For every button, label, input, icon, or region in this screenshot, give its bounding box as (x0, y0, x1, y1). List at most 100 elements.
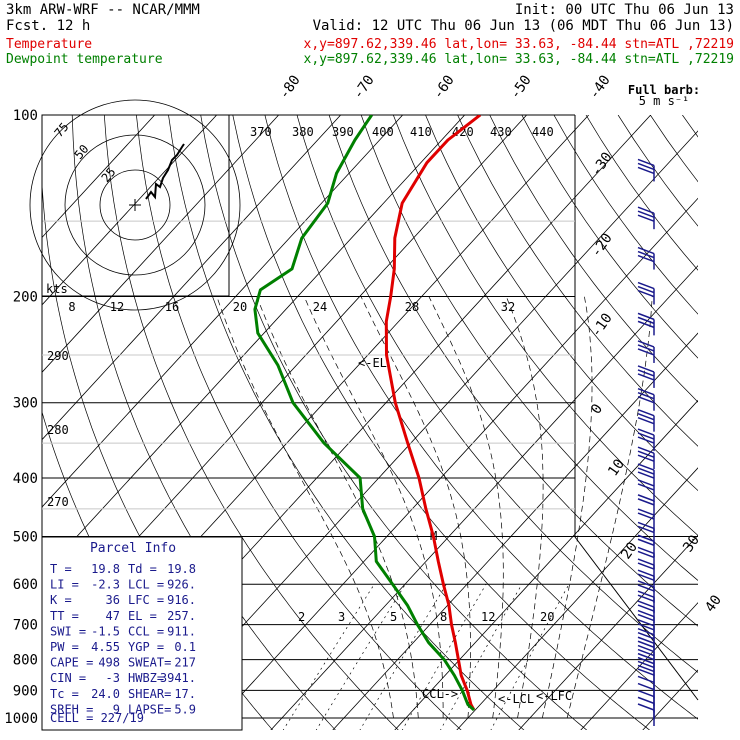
parcel-row-0-col-0: T = (50, 562, 72, 576)
mixing-ratio-label-12: 12 (481, 610, 495, 624)
moist-adiabat-36 (566, 296, 653, 719)
barb-flag (637, 412, 655, 421)
right-boundary-diagonal (574, 536, 699, 701)
barb-flag (637, 166, 655, 175)
pressure-tick-900: 900 (13, 683, 38, 699)
parcel-row-9-col-3: 5.9 (174, 702, 196, 716)
theta-label-290: 290 (47, 349, 69, 363)
dry-adiabat-310 (200, 115, 588, 730)
parcel-row-6-col-0: CAPE = (50, 656, 93, 670)
parcel-row-2-col-0: K = (50, 593, 72, 607)
wind-barbs (637, 158, 655, 726)
temperature-line-info: x,y=897.62,339.46 lat,lon= 33.63, -84.44… (304, 37, 734, 52)
isotherm-40 (580, 602, 698, 730)
pressure-tick-500: 500 (13, 529, 38, 545)
speed-tick-24: 24 (313, 300, 327, 314)
barb-flag (637, 627, 655, 636)
temperature-line (384, 115, 482, 711)
barb-flag (637, 619, 655, 627)
barb-flag (637, 246, 655, 255)
theta-label-280: 280 (47, 423, 69, 437)
parcel-row-3-col-0: TT = (50, 609, 79, 623)
parcel-row-3-col-1: 47 (106, 609, 120, 623)
isotherm-label--80: -80 (276, 72, 304, 102)
parcel-row-3-col-2: EL = (128, 609, 157, 623)
theta-label-270: 270 (47, 495, 69, 509)
pressure-tick-600: 600 (13, 577, 38, 593)
barb-flag (637, 285, 655, 294)
barb-flag (637, 521, 655, 530)
hodo-ring-0 (99, 169, 171, 241)
speed-tick-16: 16 (165, 300, 179, 314)
annotation-3: <-LCL (498, 692, 534, 706)
pressure-tick-800: 800 (13, 653, 38, 669)
speed-tick-32: 32 (501, 300, 515, 314)
theta-label-410: 410 (410, 125, 432, 139)
parcel-row-6-col-2: SWEAT= (128, 656, 171, 670)
barb-flag (637, 483, 655, 491)
dry-adiabat-300 (168, 115, 525, 730)
barb-flag (637, 312, 655, 321)
barb-flag (637, 562, 655, 570)
barb-flag (637, 369, 655, 377)
barb-flag (637, 281, 655, 290)
mixing-ratio-label-5: 5 (390, 610, 397, 624)
dry-adiabat-430 (585, 115, 698, 271)
isotherm-label--20: -20 (588, 230, 616, 260)
barb-flag (637, 580, 655, 588)
isotherm--90 (42, 115, 341, 441)
dewpoint-line-info: x,y=897.62,339.46 lat,lon= 33.63, -84.44… (304, 52, 734, 67)
parcel-row-8-col-2: SHEAR= (128, 687, 171, 701)
dry-adiabat-280 (103, 115, 399, 730)
pressure-tick-400: 400 (13, 471, 38, 487)
barb-flag (637, 432, 655, 440)
isotherm--10 (270, 265, 698, 730)
parcel-row-0-col-3: 19.8 (167, 562, 196, 576)
isotherm-30 (518, 534, 698, 730)
dewpoint-line-name: Dewpoint temperature (6, 52, 163, 67)
barb-flag (637, 428, 655, 436)
theta-label-400: 400 (372, 125, 394, 139)
dry-adiabat-380 (425, 115, 698, 492)
isotherm-label--50: -50 (507, 72, 535, 102)
barb-flag (637, 254, 655, 263)
barb-flag (637, 158, 655, 167)
barb-flag (637, 558, 655, 566)
parcel-row-8-col-0: Tc = (50, 687, 79, 701)
parcel-row-5-col-3: 0.1 (174, 640, 196, 654)
moist-adiabat-32 (541, 296, 593, 719)
parcel-row-7-col-0: CIN = (50, 671, 86, 685)
barb-flag (637, 365, 655, 373)
parcel-row-6-col-1: 498 (98, 656, 120, 670)
barb-flag (637, 508, 655, 516)
barb-flag (637, 594, 655, 602)
parcel-row-4-col-1: -1.5 (91, 624, 120, 638)
barb-flag (637, 703, 655, 711)
barb-flag (637, 660, 655, 669)
barb-flag (637, 250, 655, 259)
mixing-ratio-label-2: 2 (298, 610, 305, 624)
dry-adiabats (42, 115, 698, 730)
parcel-row-2-col-2: LFC = (128, 593, 164, 607)
isotherm-label--30: -30 (588, 149, 616, 179)
barb-flag (637, 463, 655, 471)
isotherm-20 (456, 467, 698, 730)
dry-adiabat-390 (457, 115, 698, 447)
barb-flag (637, 550, 655, 559)
barb-flag (637, 652, 655, 661)
barb-flag (637, 210, 655, 218)
dry-adiabat-400 (489, 115, 698, 403)
theta-label-430: 430 (490, 125, 512, 139)
moist-adiabat-12 (256, 296, 419, 719)
isotherm-label--40: -40 (586, 72, 614, 102)
barb-flag (637, 623, 655, 631)
mixing-ratio-3 (315, 584, 406, 730)
parcel-info-panel: Parcel Info T = 19.8 Td = 19.8 LI = -2.3 LCL =… (41, 536, 243, 731)
isotherm-label-0: 0 (588, 401, 606, 417)
dry-adiabat-420 (553, 115, 698, 315)
dry-adiabat-410 (521, 115, 698, 359)
pressure-tick-200: 200 (13, 290, 38, 306)
forecast-hour: Fcst. 12 h (6, 18, 90, 34)
